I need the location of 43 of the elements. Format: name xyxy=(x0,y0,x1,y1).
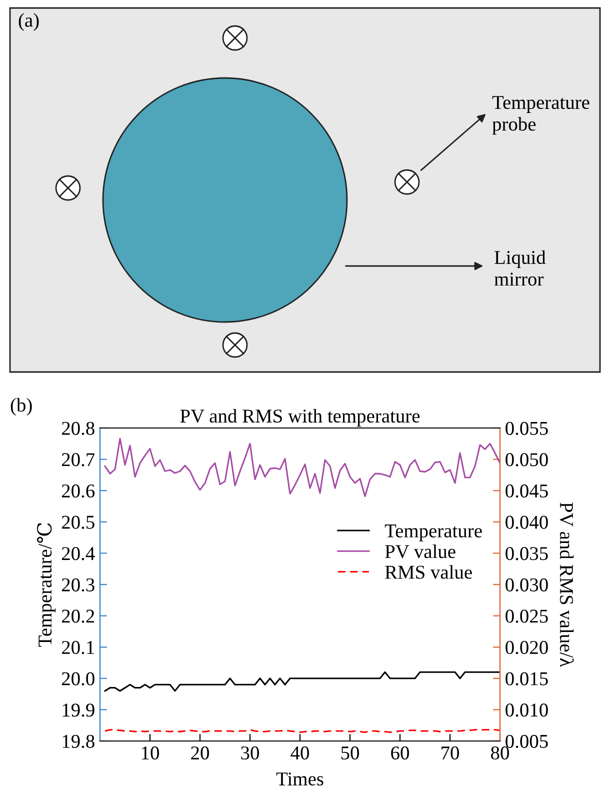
x-tick-label: 60 xyxy=(391,746,409,760)
y-tick-label: 19.9 xyxy=(62,704,94,717)
y2-tick-label: 0.025 xyxy=(506,610,548,623)
line-series xyxy=(104,438,500,497)
x-tick-label: 20 xyxy=(191,746,209,760)
y2-tick-label: 0.030 xyxy=(506,578,548,592)
y-tick-label: 20.1 xyxy=(62,640,94,654)
y-tick-label: 20.0 xyxy=(62,672,94,686)
chart-title: PV and RMS with temperature xyxy=(180,408,420,427)
y-tick-label: 20.5 xyxy=(62,516,94,529)
legend-label: RMS value xyxy=(385,565,472,579)
y-tick-label: 19.8 xyxy=(62,734,94,748)
x-tick-label: 70 xyxy=(442,746,459,760)
y2-tick-label: 0.045 xyxy=(506,484,548,498)
y2-tick-label: 0.035 xyxy=(506,547,548,560)
y-tick-label: 20.8 xyxy=(62,422,94,436)
x-tick-label: 40 xyxy=(290,746,309,760)
text: (b) xyxy=(10,398,32,416)
y-tick-label: 20.4 xyxy=(62,547,95,560)
x-tick-label: 50 xyxy=(341,746,359,760)
legend-label: Temperature xyxy=(384,524,482,542)
y2-tick-label: 0.005 xyxy=(506,734,548,748)
y-tick-label: 20.7 xyxy=(62,453,95,466)
line-series xyxy=(104,671,500,692)
x-tick-label: 80 xyxy=(491,746,509,760)
y2-tick-label: 0.020 xyxy=(506,640,548,654)
legend-label: PV value xyxy=(385,544,456,558)
y2-tick-label: 0.040 xyxy=(506,516,548,529)
y2-tick-label: 0.010 xyxy=(506,704,548,717)
y2-axis-title: PV and RMS value/λ xyxy=(560,502,574,667)
y2-tick-label: 0.050 xyxy=(506,453,548,466)
text: Temperature probe xyxy=(492,96,590,135)
y-tick-label: 20.3 xyxy=(62,578,94,592)
y-tick-label: 20.6 xyxy=(62,484,95,498)
x-axis-title: Times xyxy=(276,772,324,786)
x-tick-label: 30 xyxy=(241,746,259,760)
text: Liquid mirror xyxy=(494,250,546,286)
y2-tick-label: 0.055 xyxy=(506,422,548,436)
y-tick-label: 20.2 xyxy=(62,610,94,623)
text: (a) xyxy=(18,13,39,31)
x-tick-label: 10 xyxy=(142,746,159,760)
y-axis-title: Temperature/℃ xyxy=(36,523,56,647)
y2-tick-label: 0.015 xyxy=(506,672,548,686)
